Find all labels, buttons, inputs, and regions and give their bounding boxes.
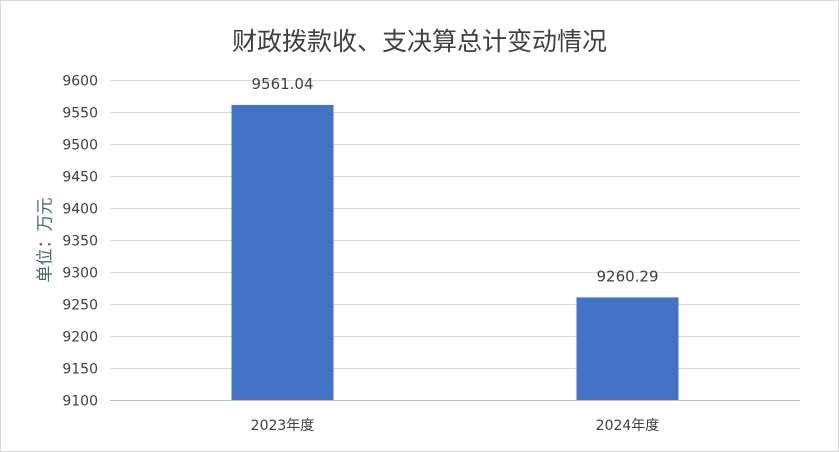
data-label: 9260.29 xyxy=(596,267,658,285)
y-tick-label: 9550 xyxy=(62,106,98,122)
chart-title: 财政拨款收、支决算总计变动情况 xyxy=(231,27,607,56)
x-tick-label: 2023年度 xyxy=(251,418,315,434)
x-tick-label: 2024年度 xyxy=(596,418,660,434)
y-tick-label: 9300 xyxy=(62,266,98,282)
y-tick-label: 9350 xyxy=(62,234,98,250)
y-tick-label: 9600 xyxy=(62,74,98,90)
bar xyxy=(231,104,334,401)
y-tick-label: 9200 xyxy=(62,330,98,346)
data-label: 9561.04 xyxy=(251,75,313,93)
y-tick-label: 9150 xyxy=(62,362,98,378)
bar xyxy=(576,297,679,400)
y-tick-label: 9100 xyxy=(62,394,98,410)
y-tick-label: 9400 xyxy=(62,202,98,218)
y-tick-label: 9250 xyxy=(62,298,98,314)
y-tick-label: 9450 xyxy=(62,170,98,186)
y-tick-label: 9500 xyxy=(62,138,98,154)
